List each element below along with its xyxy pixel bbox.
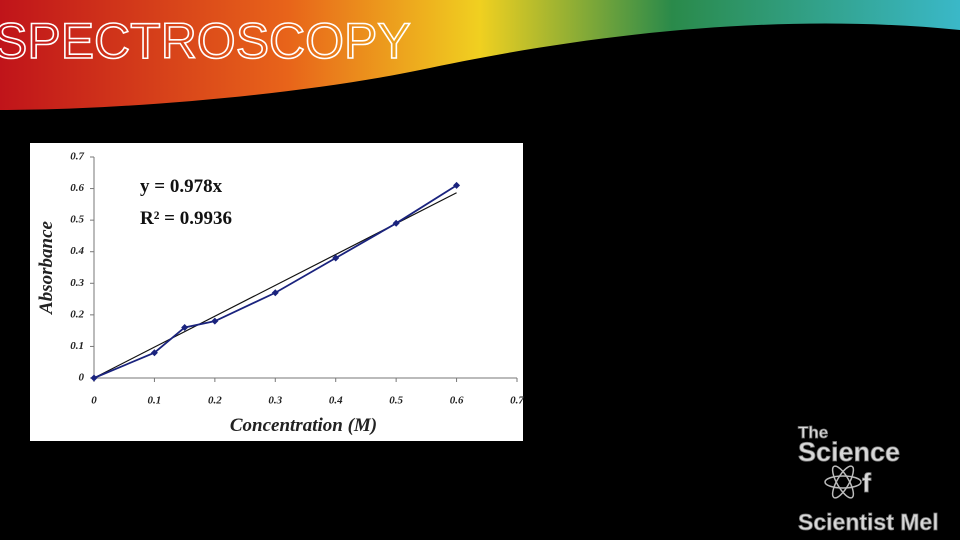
annotation: y = 0.978x (140, 176, 223, 197)
x-tick-label: 0.6 (450, 395, 464, 407)
data-point (150, 349, 158, 357)
y-tick-label: 0 (79, 372, 85, 384)
data-point (90, 374, 98, 382)
data-point (332, 254, 340, 262)
x-tick-label: 0.2 (208, 395, 222, 407)
x-axis-label: Concentration (M) (230, 415, 377, 436)
x-tick-label: 0.4 (329, 395, 343, 407)
data-line (93, 184, 458, 379)
logo-text: f (862, 468, 872, 498)
y-axis-label: Absorbance (36, 220, 57, 314)
x-tick-label: 0.7 (510, 395, 524, 407)
x-tick-label: 0.3 (268, 395, 282, 407)
title-banner (0, 0, 960, 110)
logo: The Science f Scientist Mel (798, 423, 939, 536)
y-tick-label: 0.6 (70, 182, 84, 194)
y-tick-label: 0.3 (70, 277, 84, 289)
logo-text: The (798, 423, 828, 442)
data-point (453, 181, 461, 189)
logo-text: Scientist Mel (798, 509, 939, 535)
y-tick-label: 0.7 (70, 151, 84, 163)
logo-text: Science (798, 437, 900, 467)
atom-icon (824, 465, 862, 499)
y-tick-label: 0.1 (70, 340, 84, 352)
y-tick-label: 0.5 (70, 214, 84, 226)
y-tick-label: 0.2 (70, 308, 84, 320)
annotation: R² = 0.9936 (140, 208, 232, 229)
slide-title: SPECTROSCOPY (0, 13, 411, 69)
data-point (211, 317, 219, 325)
data-point (181, 323, 189, 331)
x-tick-label: 0.5 (389, 395, 403, 407)
chart: 0 0.1 0.2 0.3 0.4 0.5 0.6 0.7 0 0.1 0.2 0.3 0.4 0.5 0.… (36, 151, 524, 436)
data-point (271, 289, 279, 297)
x-tick-label: 0.1 (148, 395, 162, 407)
y-tick-label: 0.4 (70, 245, 84, 257)
x-tick-label: 0 (91, 395, 97, 407)
data-point (392, 219, 400, 227)
